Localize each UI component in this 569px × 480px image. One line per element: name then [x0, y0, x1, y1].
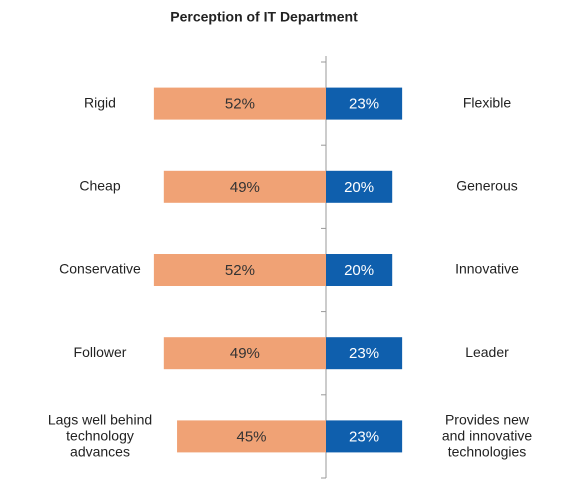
- value-label: 23%: [349, 96, 379, 113]
- bar: [177, 420, 326, 453]
- right-label: Leader: [465, 344, 509, 360]
- bar: [326, 254, 393, 286]
- value-label: 20%: [344, 179, 374, 196]
- bar: [153, 87, 326, 120]
- value-label: 23%: [349, 345, 379, 362]
- value-label: 52%: [225, 262, 255, 279]
- bar: [163, 337, 326, 370]
- value-label: 45%: [237, 428, 267, 445]
- left-label: Lags well behind technology advances: [48, 411, 152, 459]
- bar: [163, 170, 326, 203]
- left-label: Cheap: [79, 178, 120, 194]
- bar: [326, 170, 393, 203]
- value-label: 49%: [230, 179, 260, 196]
- value-label: 52%: [225, 96, 255, 113]
- bar: [153, 254, 326, 286]
- left-label: Follower: [74, 344, 127, 360]
- bar: [326, 420, 403, 453]
- right-label: Innovative: [455, 261, 519, 277]
- right-label: Flexible: [463, 94, 511, 110]
- right-label: Provides new and innovative technologies: [442, 411, 533, 459]
- value-label: 20%: [344, 262, 374, 279]
- value-label: 23%: [349, 428, 379, 445]
- left-label: Conservative: [59, 261, 141, 277]
- bar: [326, 337, 403, 370]
- right-label: Generous: [456, 178, 517, 194]
- bar: [326, 87, 403, 120]
- chart-title: Perception of IT Department: [170, 9, 358, 25]
- left-label: Rigid: [84, 94, 116, 110]
- value-label: 49%: [230, 345, 260, 362]
